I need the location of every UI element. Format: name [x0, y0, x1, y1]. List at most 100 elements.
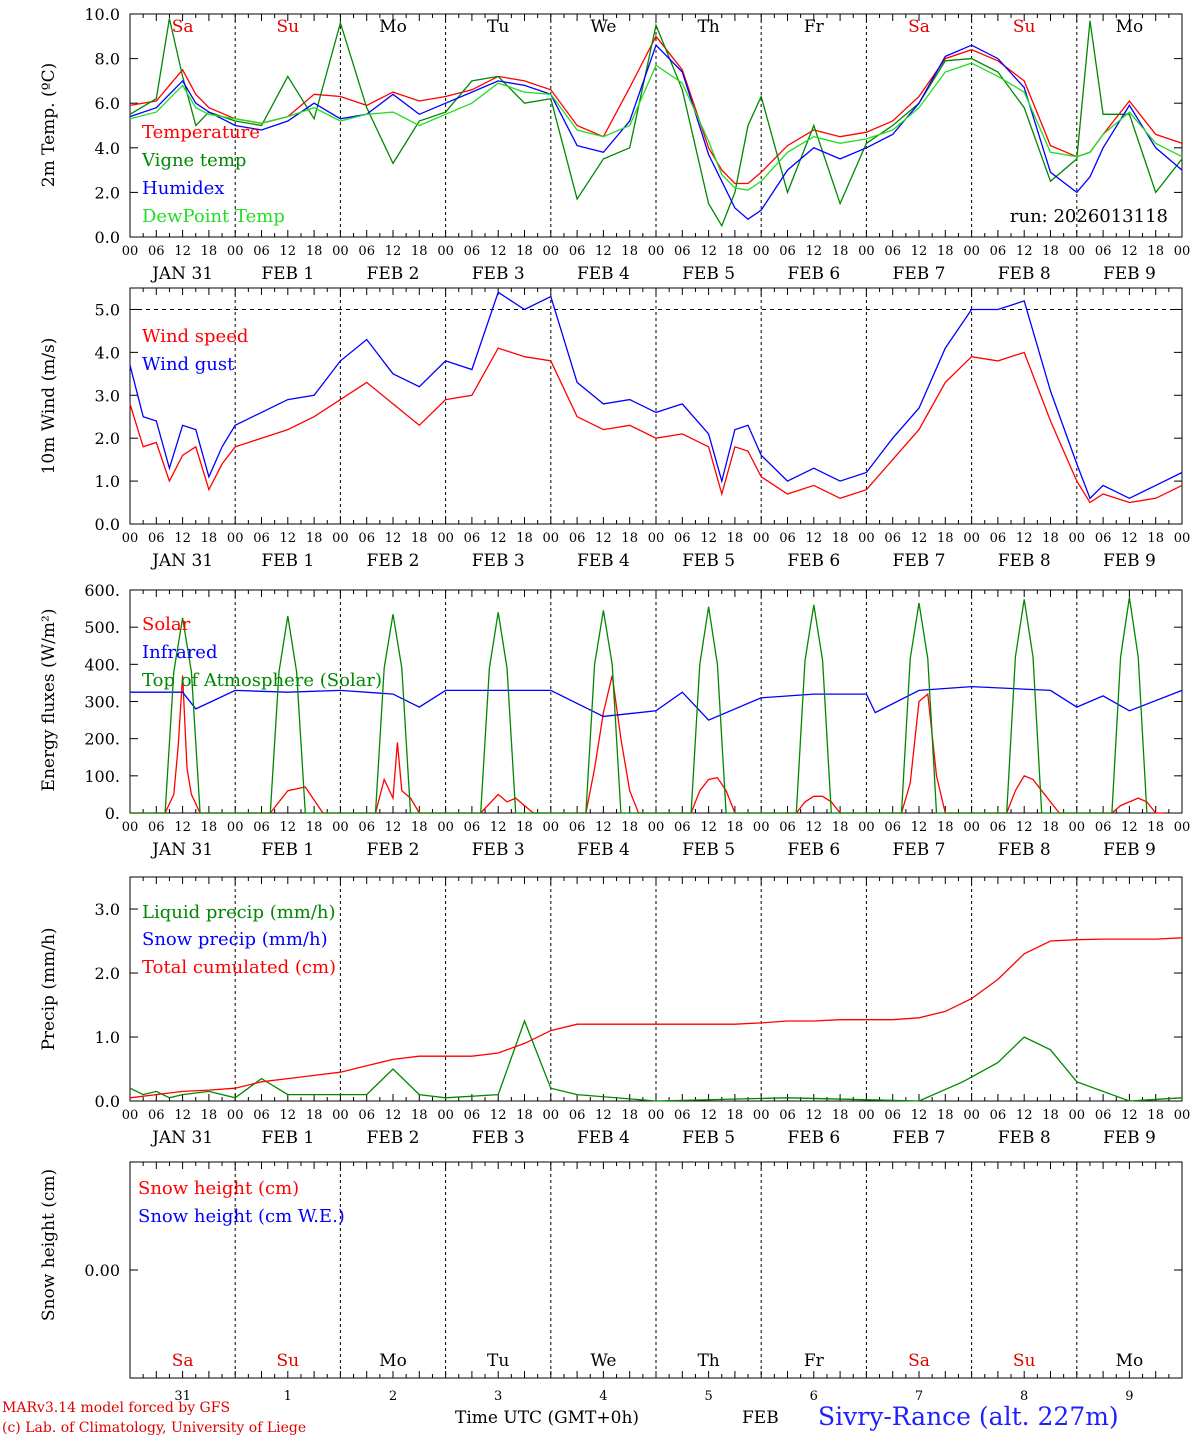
date-label: FEB 2: [367, 551, 420, 571]
hour-label: 18: [411, 820, 428, 835]
y-tick-label: 1.0: [95, 1028, 120, 1047]
hour-label: 12: [806, 820, 823, 835]
hour-label: 00: [753, 820, 770, 835]
hour-label: 12: [385, 244, 402, 259]
hour-label: 12: [174, 244, 191, 259]
run-label: run: 2026013118: [1010, 206, 1168, 227]
date-label: FEB 1: [261, 840, 314, 860]
hour-label: 12: [280, 1108, 297, 1123]
date-label: JAN 31: [150, 840, 213, 860]
series-humidex: [129, 43, 1183, 221]
hour-label: 06: [990, 820, 1007, 835]
hour-label: 06: [674, 1108, 691, 1123]
day-of-week-label: Fr: [804, 1351, 825, 1371]
hour-label: 06: [358, 244, 375, 259]
date-label: FEB 4: [577, 840, 630, 860]
hour-label: 18: [832, 1108, 849, 1123]
day-number-label: 1: [284, 1389, 292, 1404]
hour-label: 06: [884, 1108, 901, 1123]
lab-credit: (c) Lab. of Climatology, University of L…: [2, 1420, 307, 1436]
hour-label: 12: [911, 244, 928, 259]
y-tick-label: 3.0: [95, 900, 120, 919]
hour-label: 00: [1069, 820, 1086, 835]
legend-entry: Liquid precip (mm/h): [142, 902, 336, 923]
hour-label: 06: [464, 1108, 481, 1123]
date-label: FEB 9: [1103, 551, 1156, 571]
hour-label: 00: [227, 531, 244, 546]
hour-label: 18: [516, 244, 533, 259]
date-label: FEB 6: [787, 840, 840, 860]
hour-label: 00: [1174, 820, 1191, 835]
hour-label: 00: [1069, 244, 1086, 259]
hour-label: 00: [437, 1108, 454, 1123]
hour-label: 06: [569, 531, 586, 546]
hour-label: 00: [1069, 531, 1086, 546]
precip-axis-label: Precip (mm/h): [39, 927, 59, 1050]
model-credit: MARv3.14 model forced by GFS: [2, 1400, 231, 1416]
date-label: FEB 4: [577, 551, 630, 571]
series-solar: [130, 675, 1165, 814]
hour-label: 18: [1042, 531, 1059, 546]
hour-label: 18: [306, 244, 323, 259]
y-tick-label: 0.0: [95, 515, 120, 534]
day-of-week-label: Mo: [1116, 17, 1144, 37]
hour-label: 12: [385, 531, 402, 546]
hour-label: 12: [1016, 244, 1033, 259]
date-label: FEB 6: [787, 551, 840, 571]
y-tick-label: 2.0: [95, 429, 120, 448]
date-label: FEB 7: [893, 840, 946, 860]
hour-label: 18: [201, 1108, 218, 1123]
date-label: FEB 6: [787, 1128, 840, 1148]
hour-label: 06: [779, 820, 796, 835]
hour-label: 00: [648, 244, 665, 259]
panel-4: 0.0 1.0 2.0 3.0 Precip (mm/h) Liquid precip (…: [39, 876, 1190, 1148]
day-of-week-label: Su: [276, 1351, 299, 1371]
day-of-week-label: Tu: [487, 17, 509, 37]
hour-label: 12: [1121, 244, 1138, 259]
day-of-week-label: Mo: [1116, 1351, 1144, 1371]
energy-axis-label: Energy fluxes (W/m²): [39, 609, 59, 792]
hour-label: 18: [832, 244, 849, 259]
date-label: FEB 4: [577, 264, 630, 284]
x-axis-title: Time UTC (GMT+0h): [455, 1408, 640, 1428]
hour-label: 00: [543, 244, 560, 259]
hour-label: 06: [253, 531, 270, 546]
hour-label: 00: [753, 244, 770, 259]
y-tick-label: 6.0: [95, 94, 120, 113]
day-of-week-label: Su: [1013, 1351, 1036, 1371]
date-label: FEB 1: [261, 264, 314, 284]
y-tick-label: 100.: [84, 767, 120, 786]
date-label: FEB 8: [998, 551, 1051, 571]
date-label: FEB 2: [367, 264, 420, 284]
hour-label: 12: [280, 531, 297, 546]
series-infrared: [130, 685, 1183, 721]
hour-label: 18: [621, 244, 638, 259]
day-of-week-label: Th: [697, 17, 719, 37]
legend-entry: Wind gust: [142, 354, 235, 375]
date-label: FEB 5: [682, 1128, 735, 1148]
panel-5: 0.00 Snow height (cm) Snow height (cm) Snow…: [39, 1161, 1183, 1404]
hour-label: 00: [648, 820, 665, 835]
legend-entry: Total cumulated (cm): [142, 957, 336, 978]
wind-axis-label: 10m Wind (m/s): [39, 338, 59, 475]
y-tick-label: 0.00: [84, 1261, 120, 1280]
hour-label: 18: [1147, 820, 1164, 835]
hour-label: 06: [1095, 244, 1112, 259]
date-label: FEB 7: [893, 1128, 946, 1148]
hour-label: 00: [1174, 244, 1191, 259]
hour-label: 12: [911, 1108, 928, 1123]
hour-label: 00: [332, 1108, 349, 1123]
hour-label: 12: [490, 1108, 507, 1123]
hour-label: 12: [174, 820, 191, 835]
hour-label: 18: [727, 531, 744, 546]
date-label: FEB 2: [367, 1128, 420, 1148]
hour-label: 00: [543, 820, 560, 835]
y-tick-label: 1.0: [95, 472, 120, 491]
plot-frame: [129, 589, 1183, 814]
hour-label: 18: [516, 820, 533, 835]
hour-label: 06: [779, 1108, 796, 1123]
hour-label: 00: [543, 1108, 560, 1123]
legend-entry: Solar: [142, 614, 191, 635]
y-tick-label: 10.0: [84, 5, 120, 24]
date-label: FEB 3: [472, 1128, 525, 1148]
